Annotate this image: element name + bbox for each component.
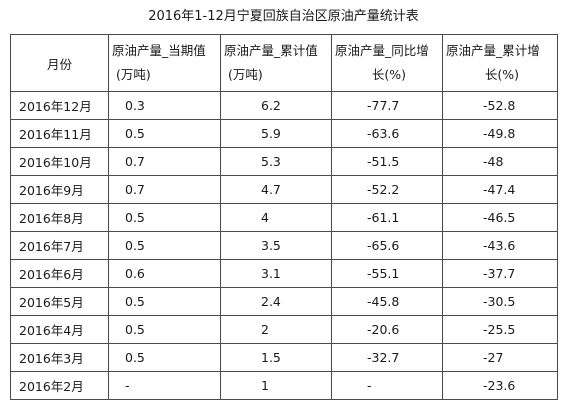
header-cumulative-value: 原油产量_累计值 (万吨) [220,34,332,92]
table-row: 2016年12月 0.3 6.2 -77.7 -52.8 [10,91,558,120]
table-row: 2016年10月 0.7 5.3 -51.5 -48 [10,147,558,176]
cell-cumulative-growth: -23.6 [442,371,558,400]
cell-current-value: 0.7 [108,175,221,204]
cell-yoy-growth: -52.2 [331,175,443,204]
cell-cumulative-growth: -30.5 [442,287,558,316]
header-yoy-line2: 长(%) [371,67,407,82]
table-row: 2016年8月 0.5 4 -61.1 -46.5 [10,203,558,232]
table-row: 2016年2月 -1- -23.6 [10,371,558,400]
cell-yoy-growth: -61.1 [331,203,443,232]
cell-month: 2016年6月 [10,259,109,288]
cell-current-value: 0.3 [108,91,221,120]
cell-cumulative-growth: -27 [442,343,558,372]
table-row: 2016年7月 0.5 3.5 -65.6 -43.6 [10,231,558,260]
cell-month: 2016年5月 [10,287,109,316]
table-row: 2016年5月 0.5 2.4 -45.8 -30.5 [10,287,558,316]
table-row: 2016年9月 0.7 4.7 -52.2 -47.4 [10,175,558,204]
cell-cumulative-value: 3.5 [220,231,332,260]
header-cum-growth-line2: 长(%) [484,67,520,82]
cell-current-value: - [108,371,221,400]
cell-yoy-growth: -55.1 [331,259,443,288]
header-current-value: 原油产量_当期值 (万吨) [108,34,221,92]
cell-current-value: 0.5 [108,287,221,316]
table-title: 2016年1-12月宁夏回族自治区原油产量统计表 [148,9,419,24]
header-cumulative-growth: 原油产量_累计增 长(%) [442,34,558,92]
table-body: 2016年12月 0.3 6.2 -77.7 -52.8 2016年11月 0.5 5.9 -6… [10,91,558,400]
header-cum-growth-line1: 原油产量_累计增 [446,43,540,58]
cell-current-value: 0.5 [108,315,221,344]
cell-cumulative-growth: -47.4 [442,175,558,204]
cell-cumulative-value: 5.9 [220,119,332,148]
cell-current-value: 0.5 [108,231,221,260]
header-yoy-line1: 原油产量_同比增 [335,43,429,58]
cell-cumulative-value: 1 [220,371,332,400]
cell-cumulative-growth: -37.7 [442,259,558,288]
cell-cumulative-value: 6.2 [220,91,332,120]
cell-month: 2016年8月 [10,203,109,232]
cell-yoy-growth: -20.6 [331,315,443,344]
cell-cumulative-value: 4.7 [220,175,332,204]
crude-oil-stats-table: 月份 原油产量_当期值 (万吨) 原油产量_累计值 (万吨) 原油产量_同比增 … [10,34,558,400]
cell-cumulative-growth: -49.8 [442,119,558,148]
cell-current-value: 0.6 [108,259,221,288]
header-cumulative-line1: 原油产量_累计值 [224,43,318,58]
cell-yoy-growth: -45.8 [331,287,443,316]
cell-cumulative-value: 1.5 [220,343,332,372]
cell-cumulative-growth: -48 [442,147,558,176]
cell-cumulative-growth: -25.5 [442,315,558,344]
cell-current-value: 0.5 [108,203,221,232]
cell-cumulative-value: 5.3 [220,147,332,176]
cell-yoy-growth: -63.6 [331,119,443,148]
header-cumulative-line2: (万吨) [228,67,263,82]
header-month: 月份 [10,34,109,92]
cell-yoy-growth: - [331,371,443,400]
cell-yoy-growth: -32.7 [331,343,443,372]
cell-yoy-growth: -51.5 [331,147,443,176]
cell-yoy-growth: -65.6 [331,231,443,260]
table-row: 2016年6月 0.6 3.1 -55.1 -37.7 [10,259,558,288]
cell-cumulative-growth: -52.8 [442,91,558,120]
cell-cumulative-value: 3.1 [220,259,332,288]
table-row: 2016年3月 0.5 1.5 -32.7 -27 [10,343,558,372]
cell-month: 2016年2月 [10,371,109,400]
header-yoy-growth: 原油产量_同比增 长(%) [331,34,443,92]
cell-current-value: 0.5 [108,119,221,148]
cell-cumulative-growth: -43.6 [442,231,558,260]
header-current-line1: 原油产量_当期值 [112,43,206,58]
cell-current-value: 0.5 [108,343,221,372]
cell-cumulative-value: 2.4 [220,287,332,316]
header-row: 月份 原油产量_当期值 (万吨) 原油产量_累计值 (万吨) 原油产量_同比增 … [10,34,558,92]
cell-month: 2016年10月 [10,147,109,176]
table-row: 2016年4月 0.5 2 -20.6 -25.5 [10,315,558,344]
cell-month: 2016年9月 [10,175,109,204]
cell-cumulative-value: 4 [220,203,332,232]
cell-month: 2016年3月 [10,343,109,372]
table-row: 2016年11月 0.5 5.9 -63.6 -49.8 [10,119,558,148]
cell-month: 2016年11月 [10,119,109,148]
header-current-line2: (万吨) [116,67,151,82]
cell-month: 2016年12月 [10,91,109,120]
cell-month: 2016年4月 [10,315,109,344]
cell-yoy-growth: -77.7 [331,91,443,120]
cell-current-value: 0.7 [108,147,221,176]
cell-month: 2016年7月 [10,231,109,260]
cell-cumulative-value: 2 [220,315,332,344]
cell-cumulative-growth: -46.5 [442,203,558,232]
